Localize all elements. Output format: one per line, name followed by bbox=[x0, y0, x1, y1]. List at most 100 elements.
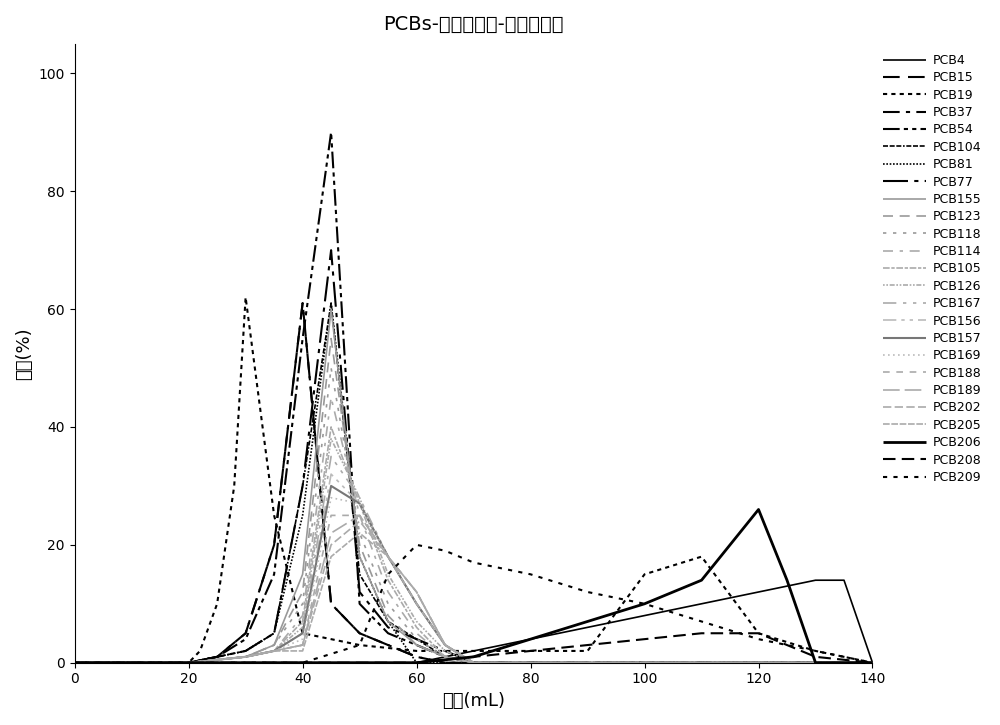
PCB15 bbox=[411, 652, 423, 661]
Line: PCB126: PCB126 bbox=[75, 439, 872, 663]
PCB126 bbox=[69, 658, 81, 667]
PCB123 bbox=[439, 652, 451, 661]
PCB114 bbox=[297, 611, 309, 620]
PCB77 bbox=[69, 658, 81, 667]
PCB155 bbox=[240, 652, 252, 661]
PCB54 bbox=[325, 128, 337, 136]
PCB167 bbox=[411, 600, 423, 608]
PCB114 bbox=[411, 629, 423, 637]
PCB114 bbox=[382, 588, 394, 597]
PCB15 bbox=[183, 658, 195, 667]
PCB15 bbox=[354, 629, 366, 637]
PCB118 bbox=[382, 600, 394, 608]
PCB123 bbox=[866, 658, 878, 667]
PCB104 bbox=[69, 658, 81, 667]
PCB81 bbox=[354, 552, 366, 561]
PCB81 bbox=[240, 647, 252, 655]
PCB118 bbox=[439, 652, 451, 661]
PCB104 bbox=[268, 629, 280, 637]
PCB54 bbox=[411, 641, 423, 650]
PCB4 bbox=[838, 576, 850, 584]
PCB167 bbox=[354, 493, 366, 502]
PCB81 bbox=[325, 299, 337, 307]
PCB123 bbox=[183, 658, 195, 667]
PCB19 bbox=[411, 647, 423, 655]
Line: PCB37: PCB37 bbox=[75, 303, 872, 663]
PCB167 bbox=[382, 552, 394, 561]
PCB206 bbox=[639, 600, 651, 608]
PCB188 bbox=[268, 647, 280, 655]
PCB15 bbox=[297, 299, 309, 307]
PCB209 bbox=[439, 547, 451, 555]
PCB209 bbox=[69, 658, 81, 667]
PCB77 bbox=[468, 658, 480, 667]
Line: PCB19: PCB19 bbox=[75, 297, 872, 663]
PCB209 bbox=[382, 570, 394, 579]
PCB126 bbox=[240, 652, 252, 661]
Line: PCB54: PCB54 bbox=[75, 132, 872, 663]
PCB157 bbox=[297, 629, 309, 637]
PCB206 bbox=[297, 658, 309, 667]
PCB157 bbox=[183, 658, 195, 667]
PCB167 bbox=[297, 629, 309, 637]
PCB54 bbox=[69, 658, 81, 667]
PCB19 bbox=[468, 647, 480, 655]
PCB4 bbox=[696, 600, 708, 608]
PCB19 bbox=[354, 641, 366, 650]
PCB167 bbox=[468, 658, 480, 667]
Line: PCB202: PCB202 bbox=[75, 521, 872, 663]
PCB209 bbox=[696, 617, 708, 626]
PCB156 bbox=[866, 658, 878, 667]
Legend: PCB4, PCB15, PCB19, PCB37, PCB54, PCB104, PCB81, PCB77, PCB155, PCB123, PCB118, : PCB4, PCB15, PCB19, PCB37, PCB54, PCB104… bbox=[879, 50, 985, 488]
PCB4 bbox=[525, 635, 537, 644]
PCB15 bbox=[268, 541, 280, 550]
PCB4 bbox=[439, 652, 451, 661]
PCB105 bbox=[439, 652, 451, 661]
PCB155 bbox=[325, 304, 337, 313]
PCB54 bbox=[240, 635, 252, 644]
PCB105 bbox=[382, 576, 394, 584]
PCB169 bbox=[240, 652, 252, 661]
PCB19 bbox=[297, 629, 309, 637]
PCB15 bbox=[468, 658, 480, 667]
PCB54 bbox=[468, 658, 480, 667]
PCB208 bbox=[525, 647, 537, 655]
PCB205 bbox=[382, 552, 394, 561]
PCB118 bbox=[468, 658, 480, 667]
PCB157 bbox=[439, 641, 451, 650]
PCB4 bbox=[582, 623, 594, 631]
PCB202 bbox=[183, 658, 195, 667]
PCB54 bbox=[297, 334, 309, 343]
PCB206 bbox=[866, 658, 878, 667]
PCB118 bbox=[354, 529, 366, 537]
PCB126 bbox=[268, 647, 280, 655]
PCB37 bbox=[411, 652, 423, 661]
PCB208 bbox=[639, 635, 651, 644]
PCB81 bbox=[297, 511, 309, 520]
PCB156 bbox=[268, 647, 280, 655]
PCB4 bbox=[639, 611, 651, 620]
PCB189 bbox=[69, 658, 81, 667]
PCB105 bbox=[411, 623, 423, 631]
PCB77 bbox=[382, 623, 394, 631]
PCB189 bbox=[866, 658, 878, 667]
PCB126 bbox=[468, 658, 480, 667]
PCB105 bbox=[268, 647, 280, 655]
PCB118 bbox=[866, 658, 878, 667]
PCB15 bbox=[382, 641, 394, 650]
Line: PCB15: PCB15 bbox=[75, 303, 872, 663]
PCB123 bbox=[69, 658, 81, 667]
PCB104 bbox=[411, 635, 423, 644]
PCB126 bbox=[325, 434, 337, 443]
PCB202 bbox=[240, 652, 252, 661]
PCB105 bbox=[866, 658, 878, 667]
PCB114 bbox=[69, 658, 81, 667]
PCB126 bbox=[439, 647, 451, 655]
PCB208 bbox=[411, 658, 423, 667]
PCB4 bbox=[810, 576, 822, 584]
PCB54 bbox=[439, 652, 451, 661]
PCB209 bbox=[582, 588, 594, 597]
Line: PCB188: PCB188 bbox=[75, 515, 872, 663]
PCB169 bbox=[411, 600, 423, 608]
PCB188 bbox=[354, 511, 366, 520]
